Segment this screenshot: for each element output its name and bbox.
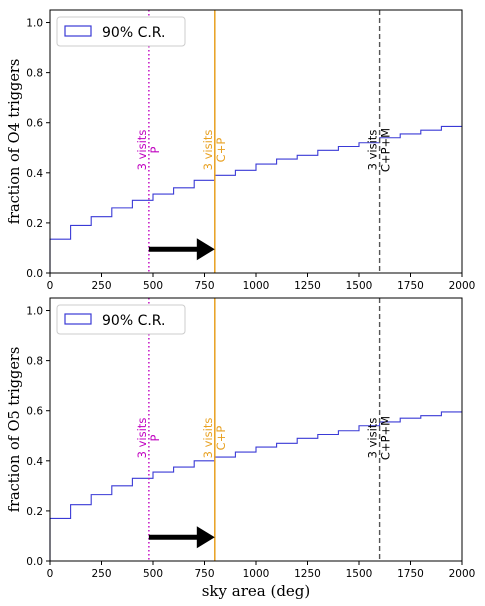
y-tick-label: 1.0 <box>26 18 43 30</box>
legend-box <box>56 304 186 335</box>
y-tick-label: 0.0 <box>26 556 43 568</box>
x-tick-label: 1500 <box>346 568 373 580</box>
vline-label-2-0: 3 visits <box>366 130 380 171</box>
x-tick-label: 2000 <box>449 280 476 292</box>
legend: 90% C.R. <box>56 304 186 335</box>
axes-frame <box>49 9 463 274</box>
x-tick-label: 1500 <box>346 280 373 292</box>
vline-label-0-0: 3 visits <box>135 418 149 459</box>
vline-label-2-1: C+P+M <box>379 416 393 460</box>
legend-swatch <box>64 313 92 325</box>
y-axis-label: fraction of O5 triggers <box>7 347 23 513</box>
x-tick-label: 250 <box>91 568 111 580</box>
vline-label-2-0: 3 visits <box>366 418 380 459</box>
vline-label-0-1: P <box>148 434 162 441</box>
x-tick-label: 1750 <box>397 568 424 580</box>
legend-label: 90% C.R. <box>102 313 165 329</box>
legend-swatch <box>64 25 92 37</box>
vline-label-2-1: C+P+M <box>379 128 393 172</box>
vline-label-1-1: C+P <box>214 426 228 451</box>
x-tick-label: 750 <box>194 568 214 580</box>
x-tick-label: 500 <box>143 280 163 292</box>
x-tick-label: 1750 <box>397 280 424 292</box>
vline-label-1-0: 3 visits <box>201 130 215 171</box>
y-tick-label: 0.2 <box>26 506 43 518</box>
x-tick-label: 1000 <box>243 568 270 580</box>
x-tick-label: 0 <box>47 568 54 580</box>
legend: 90% C.R. <box>56 16 186 47</box>
y-tick-label: 0.4 <box>26 456 43 468</box>
x-tick-label: 1250 <box>294 280 321 292</box>
series-line <box>49 411 462 561</box>
y-tick-label: 0.4 <box>26 168 43 180</box>
y-tick-label: 0.8 <box>26 68 43 80</box>
x-axis-label: sky area (deg) <box>202 582 311 600</box>
x-tick-label: 0 <box>47 280 54 292</box>
vline-label-0-1: P <box>148 146 162 153</box>
axes-frame <box>49 297 463 562</box>
chart-panel-0: 3 visits P 3 visits C+P 3 visits C+P+M0 250 500… <box>7 9 476 292</box>
vline-label-1-0: 3 visits <box>201 418 215 459</box>
legend-box <box>56 16 186 47</box>
arrow-head <box>196 526 215 549</box>
y-tick-label: 0.6 <box>26 118 43 130</box>
y-tick-label: 0.6 <box>26 406 43 418</box>
x-tick-label: 1000 <box>243 280 270 292</box>
x-tick-label: 1250 <box>294 568 321 580</box>
y-tick-label: 0.8 <box>26 356 43 368</box>
arrow-head <box>196 238 215 261</box>
y-tick-label: 0.2 <box>26 218 43 230</box>
vline-label-1-1: C+P <box>214 138 228 163</box>
y-axis-label: fraction of O4 triggers <box>7 59 23 225</box>
chart-panel-1: 3 visits P 3 visits C+P 3 visits C+P+M0 250 500… <box>7 297 476 600</box>
x-tick-label: 2000 <box>449 568 476 580</box>
series-line <box>49 125 462 273</box>
x-tick-label: 750 <box>194 280 214 292</box>
legend-label: 90% C.R. <box>102 25 165 41</box>
vline-label-0-0: 3 visits <box>135 130 149 171</box>
x-tick-label: 250 <box>91 280 111 292</box>
y-tick-label: 0.0 <box>26 268 43 280</box>
y-tick-label: 1.0 <box>26 306 43 318</box>
x-tick-label: 500 <box>143 568 163 580</box>
